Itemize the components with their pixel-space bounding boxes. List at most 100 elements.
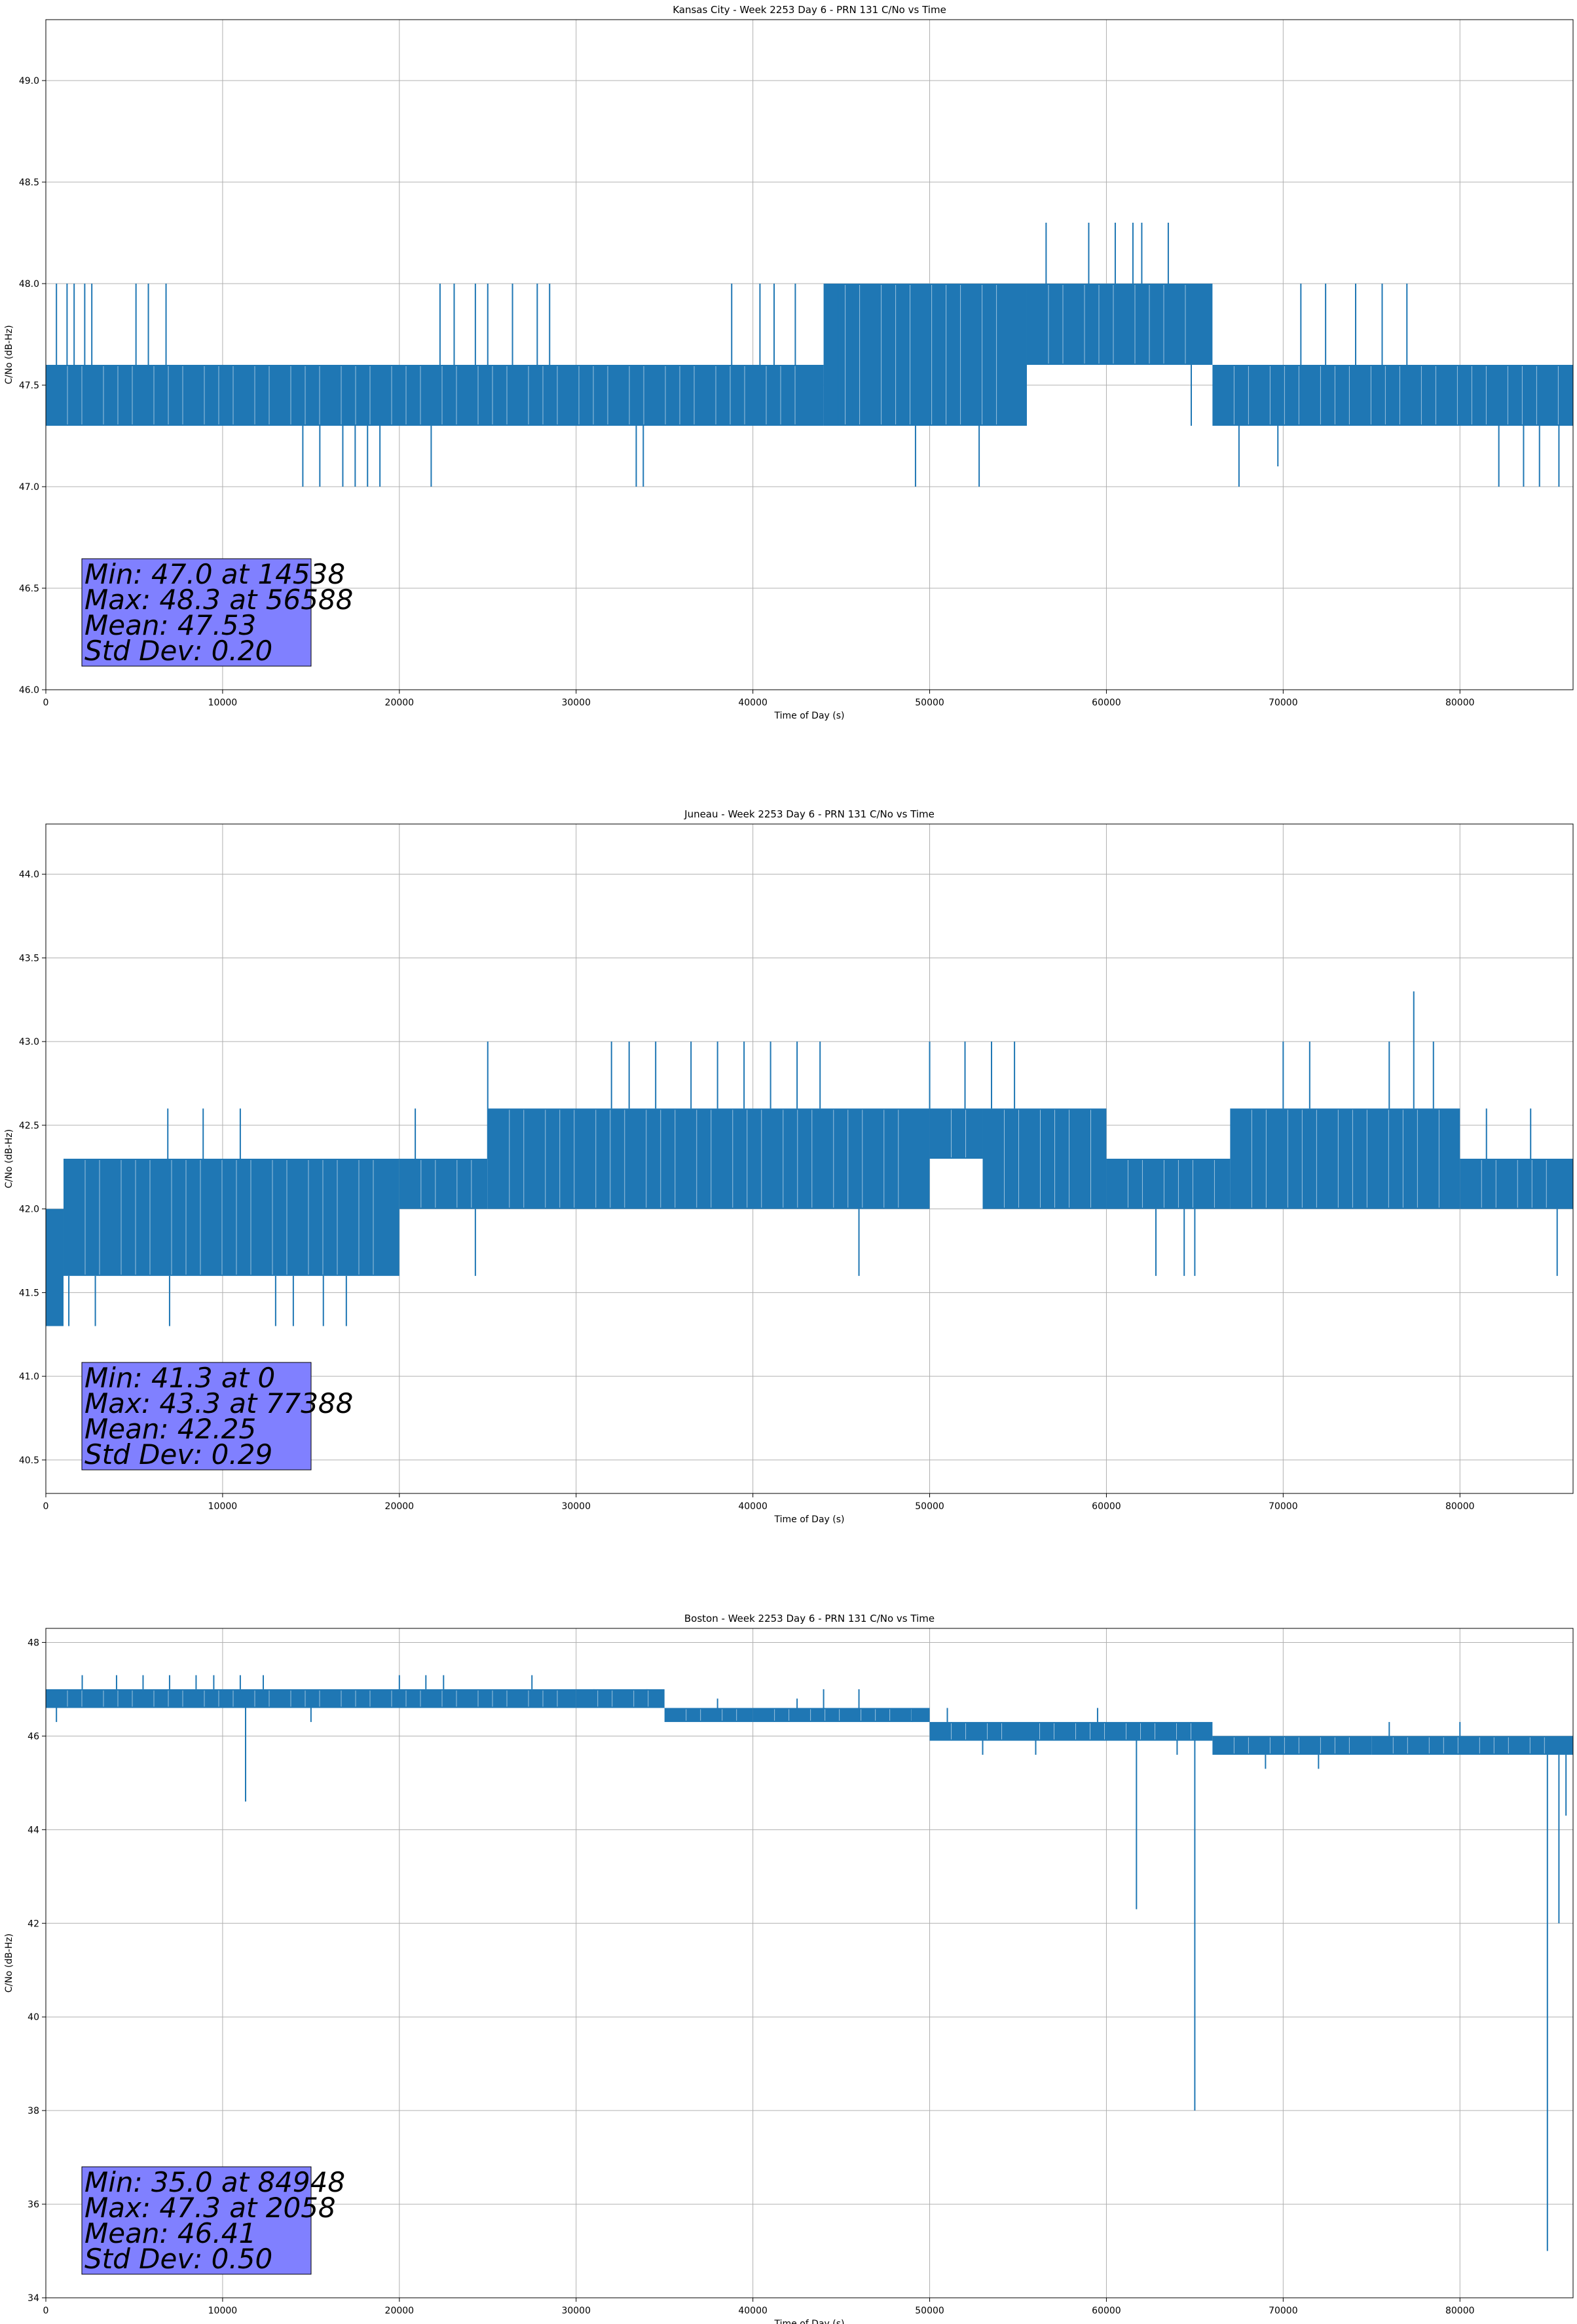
x-tick-label: 40000 [738, 2306, 768, 2316]
x-tick-label: 30000 [561, 698, 591, 708]
x-tick-label: 20000 [385, 2306, 415, 2316]
data-band [1026, 284, 1213, 365]
cno-series [46, 223, 1573, 487]
stats-box: Min: 47.0 at 14538 Max: 48.3 at 56588 Me… [81, 558, 353, 667]
chart-title: Juneau - Week 2253 Day 6 - PRN 131 C/No … [684, 808, 935, 820]
x-axis: 0 10000 20000 30000 40000 50000 60000 70000 8000… [43, 690, 1475, 708]
y-axis: 46.0 46.5 47.0 47.5 48.0 48.5 49.0 [19, 76, 46, 696]
stats-box: Min: 35.0 at 84948 Max: 47.3 at 2058 Mea… [81, 2166, 345, 2275]
y-tick-label: 47.0 [19, 482, 39, 493]
x-tick-label: 50000 [915, 698, 944, 708]
y-tick-label: 40 [28, 2012, 39, 2023]
y-tick-label: 43.0 [19, 1037, 39, 1047]
stats-min: Min: 41.3 at 0 [84, 1362, 275, 1394]
x-tick-label: 50000 [915, 1501, 944, 1512]
x-axis-label: Time of Day (s) [774, 711, 845, 721]
x-tick-label: 30000 [561, 1501, 591, 1512]
data-band [1018, 1721, 1213, 1741]
x-tick-label: 30000 [561, 2306, 591, 2316]
x-tick-label: 10000 [208, 1501, 238, 1512]
cno-series [46, 991, 1573, 1326]
stats-mean: Mean: 47.53 [84, 609, 256, 641]
cno-series [46, 1675, 1573, 2251]
panel-kansas-city: Kansas City - Week 2253 Day 6 - PRN 131 … [4, 4, 1574, 721]
stats-max: Max: 43.3 at 77388 [84, 1387, 353, 1419]
y-tick-label: 42 [28, 1919, 39, 1929]
x-tick-label: 10000 [208, 698, 238, 708]
y-tick-label: 36 [28, 2200, 39, 2210]
y-tick-label: 41.0 [19, 1372, 39, 1382]
y-tick-label: 48.0 [19, 279, 39, 290]
x-tick-label: 60000 [1092, 698, 1121, 708]
data-band [823, 284, 1027, 426]
x-tick-label: 0 [43, 2306, 49, 2316]
stats-std-dev: Std Dev: 0.29 [84, 1438, 272, 1471]
y-tick-label: 42.0 [19, 1205, 39, 1215]
x-tick-label: 40000 [738, 698, 768, 708]
data-band [63, 1159, 399, 1276]
y-tick-label: 48 [28, 1638, 39, 1648]
y-tick-label: 43.5 [19, 953, 39, 964]
data-band [1212, 1736, 1372, 1755]
stats-box: Min: 41.3 at 0 Max: 43.3 at 77388 Mean: … [81, 1362, 353, 1471]
data-band [1106, 1159, 1231, 1209]
x-tick-label: 20000 [385, 1501, 415, 1512]
x-axis-label: Time of Day (s) [774, 1514, 845, 1525]
stats-max: Max: 47.3 at 2058 [84, 2192, 336, 2224]
x-tick-label: 70000 [1269, 698, 1298, 708]
y-tick-label: 47.5 [19, 381, 39, 391]
stats-std-dev: Std Dev: 0.50 [84, 2243, 272, 2275]
panel-juneau: Juneau - Week 2253 Day 6 - PRN 131 C/No … [4, 808, 1574, 1525]
panel-boston: Boston - Week 2253 Day 6 - PRN 131 C/No … [4, 1613, 1574, 2324]
y-tick-label: 34 [28, 2293, 39, 2304]
data-band [929, 1721, 1018, 1741]
stats-min: Min: 35.0 at 84948 [84, 2166, 345, 2198]
stats-max: Max: 48.3 at 56588 [84, 584, 353, 616]
x-axis-label: Time of Day (s) [774, 2319, 845, 2324]
data-band [1230, 1108, 1460, 1209]
x-tick-label: 0 [43, 1501, 49, 1512]
y-tick-label: 46.5 [19, 584, 39, 594]
data-band [399, 1159, 488, 1209]
x-tick-label: 10000 [208, 2306, 238, 2316]
y-tick-label: 44 [28, 1825, 39, 1835]
x-tick-label: 80000 [1445, 698, 1475, 708]
data-band [46, 365, 824, 426]
y-tick-label: 38 [28, 2106, 39, 2116]
x-tick-label: 70000 [1269, 2306, 1298, 2316]
x-tick-label: 20000 [385, 698, 415, 708]
y-tick-label: 46 [28, 1731, 39, 1742]
data-band [664, 1708, 753, 1722]
x-tick-label: 60000 [1092, 2306, 1121, 2316]
x-tick-label: 60000 [1092, 1501, 1121, 1512]
x-axis: 0 10000 20000 30000 40000 50000 60000 70000 8000… [43, 2298, 1475, 2316]
data-band [1460, 1159, 1573, 1209]
stats-mean: Mean: 42.25 [84, 1413, 256, 1445]
data-band [929, 1108, 983, 1159]
stats-mean: Mean: 46.41 [84, 2217, 256, 2249]
y-tick-label: 40.5 [19, 1455, 39, 1466]
data-band [1371, 1736, 1573, 1755]
y-axis-label: C/No (dB-Hz) [4, 1129, 14, 1188]
y-tick-label: 42.5 [19, 1121, 39, 1131]
y-axis: 34 36 38 40 42 44 46 48 [28, 1638, 46, 2304]
stats-min: Min: 47.0 at 14538 [84, 558, 345, 590]
x-tick-label: 0 [43, 698, 49, 708]
y-tick-label: 41.5 [19, 1288, 39, 1298]
y-tick-label: 48.5 [19, 178, 39, 188]
data-band [46, 1209, 64, 1326]
x-tick-label: 50000 [915, 2306, 944, 2316]
x-axis: 0 10000 20000 30000 40000 50000 60000 70000 8000… [43, 1493, 1475, 1512]
x-tick-label: 70000 [1269, 1501, 1298, 1512]
y-axis-label: C/No (dB-Hz) [4, 1934, 14, 1993]
chart-title: Kansas City - Week 2253 Day 6 - PRN 131 … [673, 4, 946, 16]
y-axis-label: C/No (dB-Hz) [4, 325, 14, 384]
stats-std-dev: Std Dev: 0.20 [84, 635, 272, 667]
data-band [982, 1108, 1107, 1209]
data-band [1212, 365, 1573, 426]
y-tick-label: 46.0 [19, 685, 39, 696]
data-band [46, 1689, 576, 1708]
y-tick-label: 49.0 [19, 76, 39, 86]
x-tick-label: 80000 [1445, 2306, 1475, 2316]
